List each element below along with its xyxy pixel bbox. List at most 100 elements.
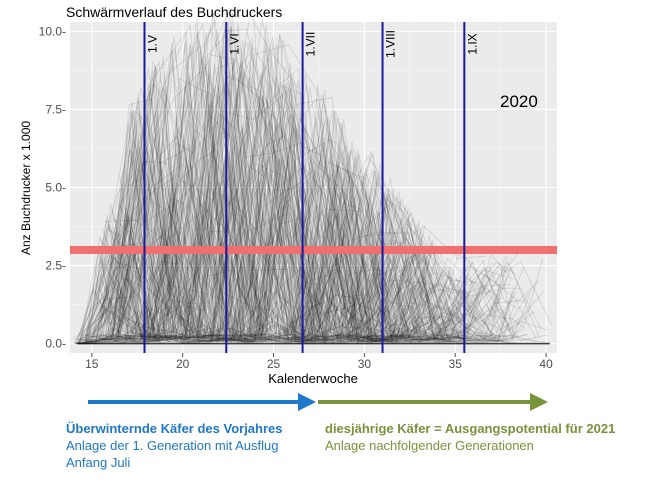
series-line (119, 67, 413, 345)
series-line (85, 180, 525, 344)
series-line (91, 44, 516, 345)
series-line (78, 46, 470, 344)
series-line (94, 127, 468, 344)
series-line (83, 127, 378, 345)
series-line (82, 12, 439, 345)
x-axis: 15 20 25 30 35 40 (85, 353, 553, 371)
series-line (87, 74, 529, 344)
series-line (86, 89, 450, 345)
series-line (115, 54, 512, 344)
series-line (85, 135, 459, 344)
series-line (77, 92, 383, 344)
series-line (83, 24, 432, 345)
series-line (126, 57, 466, 344)
series-line (117, 119, 455, 344)
y-tick-label: 2.5- (45, 259, 66, 273)
series-line (120, 120, 463, 343)
series-line (126, 68, 381, 336)
series-line (75, 85, 483, 345)
series-line (94, 48, 437, 343)
series-line (75, 39, 480, 346)
series-line (105, 65, 434, 342)
y-tick-label: 10.0- (39, 24, 66, 38)
series-line (116, 82, 474, 343)
series-line (80, 89, 514, 345)
x-tick-label: 25 (267, 357, 281, 371)
series-line (117, 144, 392, 346)
series-line (116, 178, 442, 344)
series-line (124, 88, 513, 345)
series-line (85, 61, 389, 345)
series-line (122, 121, 500, 344)
series-line (77, 161, 483, 344)
series-line (91, 72, 471, 345)
series-line (73, 69, 506, 344)
series-line (79, 114, 500, 344)
series-line (109, 188, 409, 345)
series-line (103, 135, 372, 345)
series-line (101, 132, 514, 344)
series-line (85, 63, 436, 343)
series-line (115, 46, 483, 344)
series-line (93, 163, 537, 343)
y-axis: 0.0- 2.5- 5.0- 7.5- 10.0- (39, 24, 66, 350)
series-line (77, 32, 467, 344)
series-line (114, 245, 488, 344)
caption-right-line2: Anlage nachfolgender Generationen (325, 438, 534, 453)
series-line (92, 83, 461, 344)
x-tick-label: 30 (358, 357, 372, 371)
series-line (101, 26, 437, 343)
caption-left: Überwinternde Käfer des Vorjahres Anlage… (66, 420, 326, 471)
series-line (100, 17, 403, 343)
series-line (78, 195, 501, 345)
series-line (110, 155, 517, 344)
series-line (114, 43, 464, 345)
series-line (121, 132, 459, 342)
caption-left-line3: Anfang Juli (66, 455, 131, 470)
series-line (98, 29, 492, 345)
x-tick-label: 20 (176, 357, 190, 371)
series-line (124, 207, 399, 342)
series-line (123, 104, 443, 344)
series-line (99, 83, 553, 342)
series-line (111, 50, 404, 344)
series-line (75, 178, 480, 344)
series-line (111, 77, 445, 344)
month-label: 1.VIII (384, 30, 398, 58)
series-line (109, 31, 387, 344)
series-line (96, 42, 432, 341)
series-line (122, 212, 388, 343)
series-line (74, 89, 432, 344)
series-line (105, 83, 552, 345)
y-tick-label: 7.5- (45, 102, 66, 116)
series-line (102, 116, 377, 344)
series-line (75, 172, 548, 345)
series-line (113, 108, 410, 343)
month-label: 1.V (146, 35, 160, 53)
series-line (99, 22, 404, 343)
series-line (80, 110, 423, 344)
series-line (75, 108, 451, 345)
series-line (111, 62, 527, 342)
series-line (118, 70, 421, 344)
series-line (121, 48, 409, 344)
series-line (79, 70, 409, 344)
chart-title: Schwärmverlauf des Buchdruckers (66, 4, 282, 20)
y-tick-label: 0.0- (45, 337, 66, 351)
series-line (121, 66, 433, 345)
series-line (97, 77, 494, 345)
series-line (116, 146, 382, 344)
y-tick-label: 5.0- (45, 181, 66, 195)
series-line (90, 28, 465, 343)
series-line (89, 158, 466, 344)
series-line (123, 39, 499, 344)
series-line (77, 141, 418, 345)
series-line (101, 93, 422, 340)
series-line (83, 86, 457, 344)
series-line (103, 12, 437, 345)
series-line (85, 144, 505, 344)
series-line (115, 133, 518, 345)
series-line (78, 104, 421, 344)
series-line (84, 112, 374, 343)
